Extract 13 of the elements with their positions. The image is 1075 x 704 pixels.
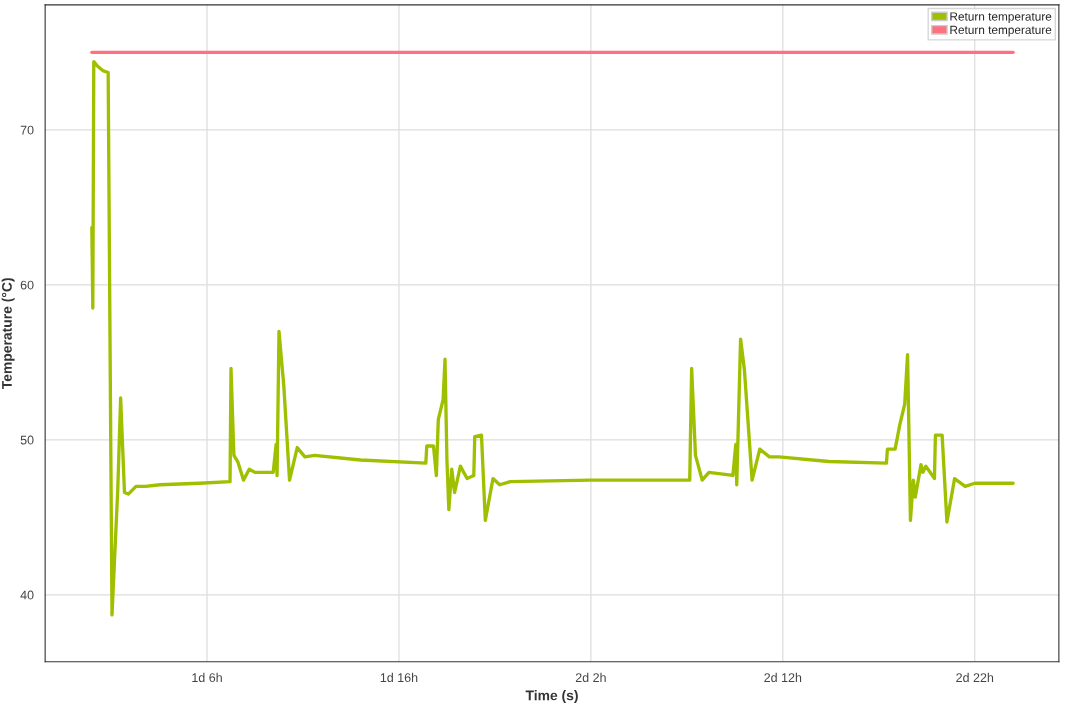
x-tick-label: 1d 6h (192, 672, 222, 683)
y-tick-label: 40 (20, 590, 34, 600)
x-tick-label: 2d 22h (956, 672, 994, 683)
y-tick-label: 70 (20, 125, 34, 135)
y-tick-label: 50 (20, 435, 34, 445)
x-tick-label: 1d 16h (380, 672, 418, 683)
x-tick-label: 2d 2h (575, 672, 606, 683)
y-tick-label: 60 (20, 280, 34, 290)
legend-label: Return temperature (950, 25, 1052, 37)
x-axis-title: Time (s) (525, 690, 578, 704)
x-tick-label: 2d 12h (764, 672, 802, 683)
legend-label: Return temperature (950, 12, 1052, 24)
y-axis-title: Temperature (°C) (1, 278, 15, 390)
